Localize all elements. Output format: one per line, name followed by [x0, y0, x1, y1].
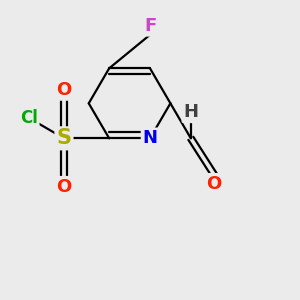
Text: N: N: [142, 129, 158, 147]
Text: S: S: [56, 128, 71, 148]
Text: F: F: [144, 17, 156, 35]
Text: H: H: [183, 103, 198, 121]
Text: O: O: [206, 175, 222, 193]
Text: O: O: [56, 81, 72, 99]
Text: O: O: [56, 178, 72, 196]
Text: Cl: Cl: [20, 109, 38, 127]
